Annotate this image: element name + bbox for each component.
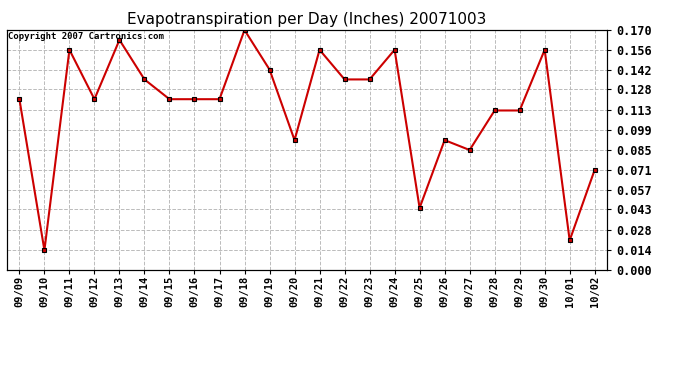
Text: Copyright 2007 Cartronics.com: Copyright 2007 Cartronics.com [8, 32, 164, 41]
Title: Evapotranspiration per Day (Inches) 20071003: Evapotranspiration per Day (Inches) 2007… [128, 12, 486, 27]
